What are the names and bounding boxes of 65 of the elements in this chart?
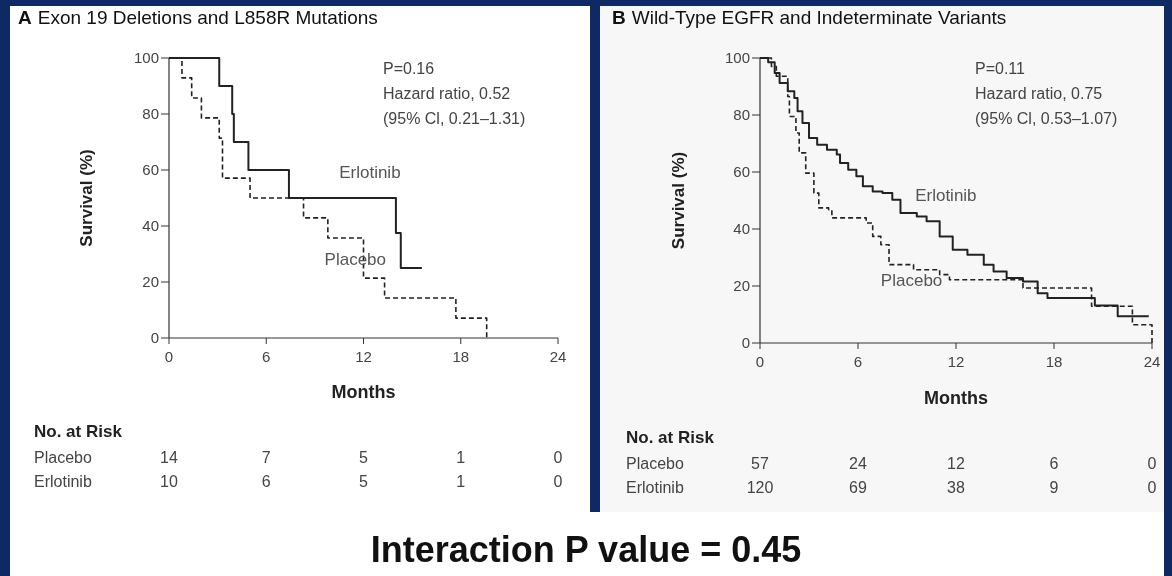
y-tick-label: 80 (733, 106, 750, 124)
x-tick-label: 24 (1143, 353, 1161, 370)
x-axis-title: Months (331, 382, 396, 402)
text: 12 (947, 455, 965, 472)
annotation: P=0.11 (975, 60, 1026, 77)
x-tick-label: 6 (262, 348, 271, 365)
x-tick-label: 0 (755, 353, 765, 370)
text: Placebo (626, 455, 684, 472)
x-tick-label: 18 (452, 348, 470, 365)
text: 38 (947, 479, 965, 496)
text: No. at Risk (626, 428, 715, 447)
chart-title: B Wild-Type EGFR and Indeterminate Variants (612, 7, 1007, 28)
y-tick-label: 0 (150, 329, 159, 347)
annotation: P=0.16 (383, 60, 435, 77)
text: Erlotinib (626, 479, 684, 496)
text: 24 (849, 455, 867, 472)
text: 9 (1049, 479, 1059, 496)
chart-title: A Exon 19 Deletions and L858R Mutations (18, 7, 378, 28)
annotation: (95% Cl, 0.53–1.07) (975, 110, 1118, 127)
text: 10 (160, 473, 178, 490)
text: 0 (553, 473, 563, 490)
text: 6 (261, 473, 271, 490)
x-tick-label: 0 (164, 348, 174, 365)
y-axis-title: Survival (%) (669, 151, 688, 250)
y-tick-label: 0 (741, 334, 750, 352)
text: 0 (553, 449, 563, 466)
annotation: (95% Cl, 0.21–1.31) (383, 110, 526, 127)
text: Placebo (34, 449, 92, 466)
y-tick-label: 40 (142, 217, 159, 235)
text: 57 (751, 455, 769, 472)
y-tick-label: 20 (733, 277, 750, 295)
text: Erlotinib (34, 473, 92, 490)
text: 14 (160, 449, 178, 466)
text: 0 (1147, 455, 1157, 472)
y-tick-label: 100 (724, 49, 750, 67)
y-tick-label: 100 (133, 49, 159, 67)
x-tick-label: 12 (947, 353, 965, 370)
y-axis-title: Survival (%) (77, 149, 96, 247)
series-label: Placebo (324, 250, 387, 270)
x-axis-title: Months (924, 388, 988, 408)
text: 1 (456, 449, 466, 466)
x-tick-label: 24 (549, 348, 567, 365)
x-tick-label: 6 (853, 353, 863, 370)
text: 120 (746, 479, 774, 496)
annotation: Hazard ratio, 0.75 (975, 85, 1103, 102)
x-tick-label: 18 (1045, 353, 1063, 370)
text: 1 (456, 473, 466, 490)
text: 5 (359, 473, 369, 490)
y-tick-label: 80 (142, 105, 159, 123)
text: Interaction P value = 0.45 (370, 529, 802, 570)
text: 7 (261, 449, 271, 466)
x-tick-label: 12 (355, 348, 372, 365)
series-label: Placebo (880, 271, 943, 290)
text: 0 (1147, 479, 1157, 496)
y-tick-label: 60 (733, 163, 750, 181)
text: 6 (1049, 455, 1059, 472)
y-tick-label: 20 (142, 273, 159, 291)
text: 69 (849, 479, 867, 496)
series-label: Erlotinib (915, 185, 977, 205)
annotation: Hazard ratio, 0.52 (383, 85, 511, 102)
series-label: Erlotinib (339, 163, 401, 183)
y-tick-label: 60 (142, 161, 159, 179)
text: No. at Risk (34, 422, 123, 441)
text: 5 (359, 449, 369, 466)
y-tick-label: 40 (733, 220, 750, 238)
